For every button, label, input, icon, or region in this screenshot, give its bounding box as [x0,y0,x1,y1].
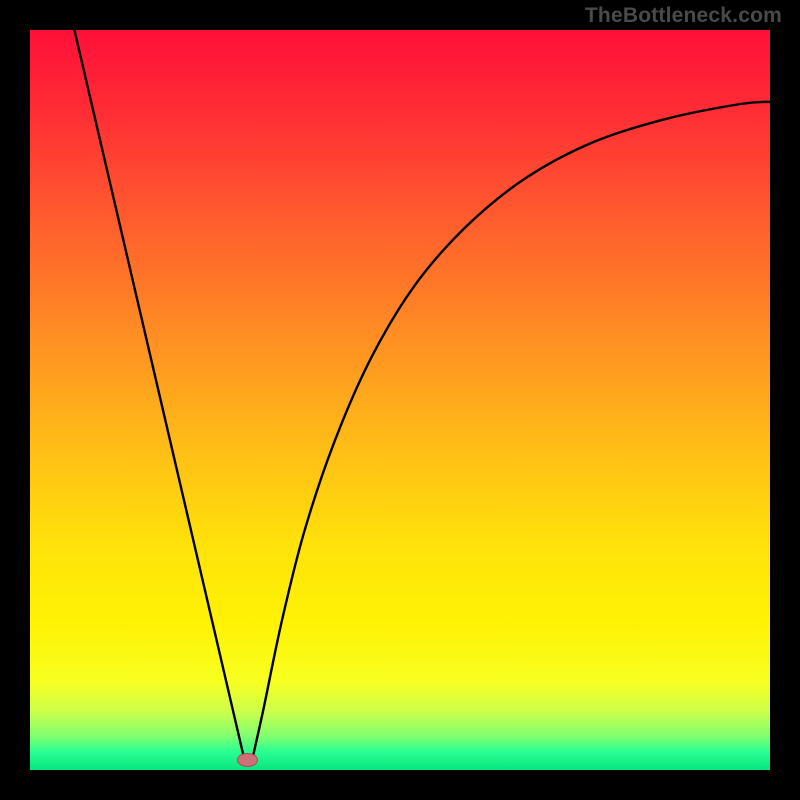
curve-right-branch [252,102,770,761]
optimum-marker [237,753,258,767]
chart-container: TheBottleneck.com [0,0,800,800]
watermark-text: TheBottleneck.com [585,4,782,28]
plot-area [30,30,770,770]
curve-left-branch [74,30,244,760]
bottleneck-curve [30,30,770,770]
